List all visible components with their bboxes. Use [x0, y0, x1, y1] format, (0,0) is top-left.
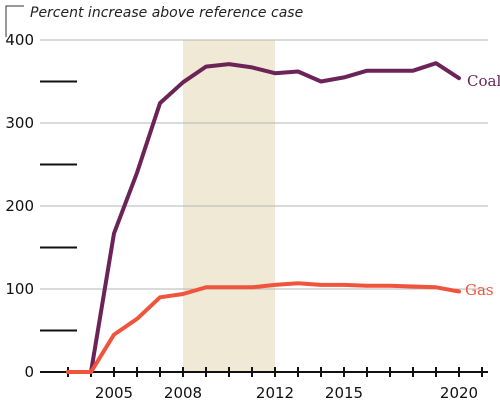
gridlines-layer [40, 39, 488, 290]
title-bracket [5, 5, 24, 37]
y-tick-label: 0 [24, 363, 34, 381]
gas-series-line [66, 281, 461, 374]
y-tick-label: 100 [5, 280, 34, 298]
coal-series-line [66, 61, 461, 374]
labels-layer: 0 100 200 300 400 2005 2008 2012 2015 2020 Coal Gas [5, 31, 500, 402]
x-tick-label: 2015 [325, 384, 363, 402]
y-tick-label: 200 [5, 197, 34, 215]
y-tick-label: 300 [5, 114, 34, 132]
gas-series-label: Gas [465, 281, 494, 299]
x-tick-label: 2005 [95, 384, 133, 402]
x-tick-label: 2020 [440, 384, 478, 402]
chart-title: Percent increase above reference case [30, 5, 303, 21]
x-tick-label: 2012 [256, 384, 294, 402]
chart-title-group: Percent increase above reference case [5, 5, 303, 37]
x-tick-label: 2008 [164, 384, 202, 402]
y-tick-label: 400 [5, 31, 34, 49]
coal-series-label: Coal [467, 72, 500, 90]
series-layer [66, 61, 461, 374]
